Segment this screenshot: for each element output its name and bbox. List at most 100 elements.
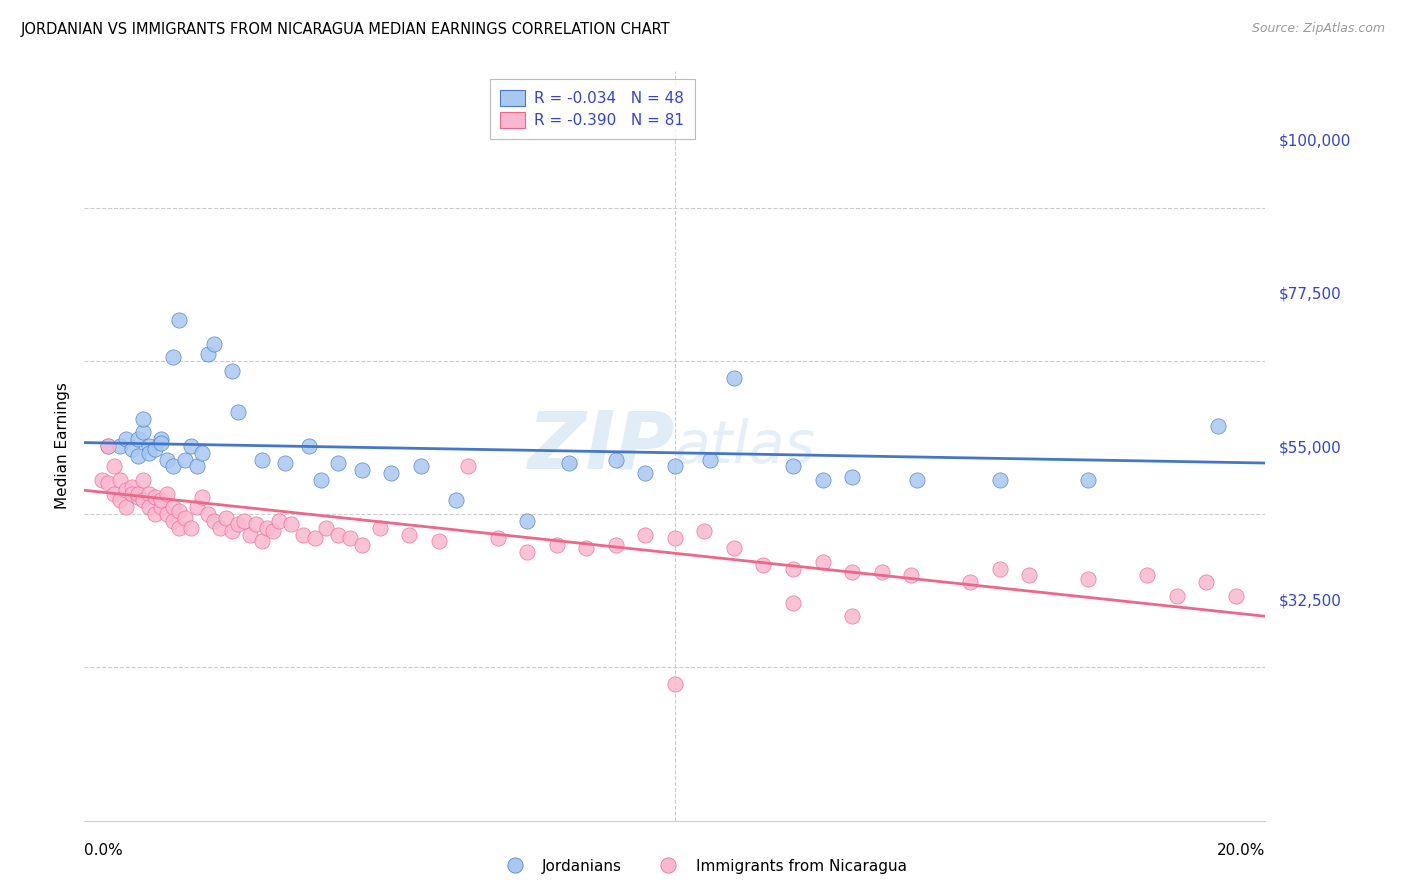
Point — [575, 541, 598, 556]
Point — [457, 459, 479, 474]
Point — [121, 486, 143, 500]
Point — [605, 538, 627, 552]
Point — [97, 439, 120, 453]
Point — [486, 531, 509, 545]
Point — [516, 544, 538, 558]
Point — [900, 568, 922, 582]
Text: 20.0%: 20.0% — [1218, 843, 1265, 858]
Point — [959, 575, 981, 590]
Text: JORDANIAN VS IMMIGRANTS FROM NICARAGUA MEDIAN EARNINGS CORRELATION CHART: JORDANIAN VS IMMIGRANTS FROM NICARAGUA M… — [21, 22, 671, 37]
Point — [103, 486, 125, 500]
Point — [162, 514, 184, 528]
Point — [138, 486, 160, 500]
Point — [156, 486, 179, 500]
Point — [197, 507, 219, 521]
Point — [339, 531, 361, 545]
Point — [162, 351, 184, 365]
Point — [226, 405, 249, 419]
Point — [1195, 575, 1218, 590]
Point — [905, 473, 928, 487]
Point — [723, 541, 745, 556]
Text: Source: ZipAtlas.com: Source: ZipAtlas.com — [1251, 22, 1385, 36]
Point — [782, 459, 804, 474]
Point — [634, 527, 657, 541]
Point — [215, 510, 238, 524]
Point — [350, 463, 373, 477]
Point — [143, 442, 166, 457]
Point — [315, 521, 337, 535]
Point — [127, 449, 149, 463]
Point — [138, 439, 160, 453]
Point — [202, 336, 225, 351]
Point — [1206, 418, 1229, 433]
Point — [811, 555, 834, 569]
Point — [186, 500, 208, 515]
Point — [150, 432, 173, 446]
Point — [132, 473, 155, 487]
Point — [1018, 568, 1040, 582]
Point — [173, 510, 195, 524]
Point — [150, 435, 173, 450]
Legend: R = -0.034   N = 48, R = -0.390   N = 81: R = -0.034 N = 48, R = -0.390 N = 81 — [489, 79, 695, 139]
Point — [91, 473, 114, 487]
Point — [841, 609, 863, 624]
Point — [516, 514, 538, 528]
Point — [221, 524, 243, 538]
Point — [186, 459, 208, 474]
Point — [723, 371, 745, 385]
Point — [811, 473, 834, 487]
Point — [127, 486, 149, 500]
Point — [132, 493, 155, 508]
Point — [209, 521, 232, 535]
Point — [250, 534, 273, 549]
Point — [127, 490, 149, 504]
Point — [121, 480, 143, 494]
Point — [291, 527, 314, 541]
Text: ZIP: ZIP — [527, 407, 675, 485]
Point — [409, 459, 432, 474]
Point — [108, 493, 131, 508]
Point — [221, 364, 243, 378]
Point — [304, 531, 326, 545]
Point — [988, 561, 1011, 575]
Point — [191, 490, 214, 504]
Point — [664, 531, 686, 545]
Point — [114, 483, 136, 498]
Legend: Jordanians, Immigrants from Nicaragua: Jordanians, Immigrants from Nicaragua — [494, 853, 912, 880]
Point — [127, 432, 149, 446]
Point — [1077, 572, 1099, 586]
Point — [782, 596, 804, 610]
Point — [664, 459, 686, 474]
Point — [180, 439, 202, 453]
Point — [156, 507, 179, 521]
Point — [97, 439, 120, 453]
Point — [173, 452, 195, 467]
Point — [162, 500, 184, 515]
Point — [309, 473, 332, 487]
Point — [132, 425, 155, 440]
Point — [114, 500, 136, 515]
Point — [150, 493, 173, 508]
Point — [664, 677, 686, 691]
Point — [150, 500, 173, 515]
Point — [114, 432, 136, 446]
Point — [97, 476, 120, 491]
Point — [239, 527, 262, 541]
Point — [398, 527, 420, 541]
Point — [693, 524, 716, 538]
Point — [368, 521, 391, 535]
Point — [103, 459, 125, 474]
Point — [197, 347, 219, 361]
Point — [699, 452, 721, 467]
Point — [328, 456, 350, 470]
Point — [1166, 589, 1188, 603]
Point — [167, 313, 190, 327]
Point — [1077, 473, 1099, 487]
Point — [256, 521, 278, 535]
Point — [138, 446, 160, 460]
Point — [752, 558, 775, 573]
Text: 0.0%: 0.0% — [84, 843, 124, 858]
Point — [634, 467, 657, 481]
Point — [121, 442, 143, 457]
Point — [138, 500, 160, 515]
